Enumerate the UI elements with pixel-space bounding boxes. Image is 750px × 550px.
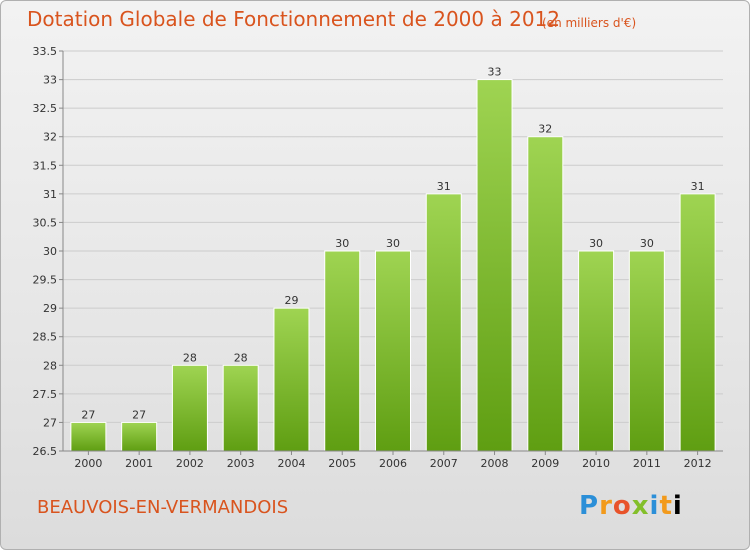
y-tick-label: 29 xyxy=(43,302,57,315)
x-tick-label: 2007 xyxy=(430,457,458,470)
y-tick-label: 32.5 xyxy=(33,102,58,115)
x-tick-label: 2006 xyxy=(379,457,407,470)
x-tick-label: 2011 xyxy=(633,457,661,470)
bar-2011 xyxy=(628,250,665,452)
logo-letter: i xyxy=(672,491,683,521)
bar-value-label: 31 xyxy=(691,180,705,193)
bar-value-label: 30 xyxy=(589,237,603,250)
bar-2008 xyxy=(476,79,513,452)
bar-value-label: 29 xyxy=(284,294,298,307)
bar-value-label: 31 xyxy=(437,180,451,193)
bar-2007 xyxy=(425,193,462,452)
x-tick-label: 2000 xyxy=(74,457,102,470)
x-tick-label: 2001 xyxy=(125,457,153,470)
x-tick-label: 2004 xyxy=(277,457,305,470)
y-tick-label: 32 xyxy=(43,131,57,144)
y-tick-label: 30 xyxy=(43,245,57,258)
bar-value-label: 28 xyxy=(234,351,248,364)
proxiti-logo: Proxiti xyxy=(579,491,683,521)
bar-2003 xyxy=(222,364,259,452)
bar-value-label: 27 xyxy=(81,408,95,421)
logo-letter: P xyxy=(579,491,600,521)
bar-2012 xyxy=(679,193,716,452)
x-tick-label: 2002 xyxy=(176,457,204,470)
y-tick-label: 29.5 xyxy=(33,274,58,287)
y-tick-label: 28.5 xyxy=(33,331,58,344)
x-tick-label: 2008 xyxy=(481,457,509,470)
logo-letter: o xyxy=(612,491,632,521)
y-tick-label: 26.5 xyxy=(33,445,58,458)
y-tick-label: 27.5 xyxy=(33,388,58,401)
y-tick-label: 27 xyxy=(43,416,57,429)
x-tick-label: 2003 xyxy=(227,457,255,470)
bar-2004 xyxy=(273,307,310,452)
bar-value-label: 33 xyxy=(488,66,502,79)
y-tick-label: 30.5 xyxy=(33,216,58,229)
y-tick-label: 31 xyxy=(43,188,57,201)
logo-letter: i xyxy=(649,491,660,521)
chart-title: Dotation Globale de Fonctionnement de 20… xyxy=(27,7,560,31)
x-tick-label: 2012 xyxy=(684,457,712,470)
chart-unit: (en milliers d'€) xyxy=(542,16,637,30)
y-tick-label: 33 xyxy=(43,74,57,87)
bar-2009 xyxy=(527,136,564,452)
bars: 27 27 28 28 29 30 30 31 33 32 30 30 31 xyxy=(70,66,716,452)
bar-2010 xyxy=(578,250,615,452)
bar-value-label: 30 xyxy=(640,237,654,250)
bar-value-label: 30 xyxy=(386,237,400,250)
axes: 26.5 27 27.5 28 28.5 29 29.5 30 30.5 31 31.5 32 32.5… xyxy=(33,45,723,470)
commune-name: BEAUVOIS-EN-VERMANDOIS xyxy=(37,497,289,518)
bar-value-label: 27 xyxy=(132,408,146,421)
x-tick-label: 2009 xyxy=(531,457,559,470)
logo-letter: x xyxy=(631,491,650,521)
bar-value-label: 28 xyxy=(183,351,197,364)
y-tick-label: 31.5 xyxy=(33,159,58,172)
bar-2002 xyxy=(171,364,208,452)
bar-2006 xyxy=(375,250,411,452)
x-tick-label: 2010 xyxy=(582,457,610,470)
y-tick-label: 28 xyxy=(43,359,57,372)
bar-2001 xyxy=(121,421,158,452)
logo-letter: t xyxy=(659,491,673,521)
y-tick-label: 33.5 xyxy=(33,45,58,58)
bar-2000 xyxy=(70,421,107,452)
bar-2005 xyxy=(324,250,361,452)
logo-letter: r xyxy=(599,491,613,521)
bar-value-label: 32 xyxy=(538,123,552,136)
x-tick-label: 2005 xyxy=(328,457,356,470)
bar-value-label: 30 xyxy=(335,237,349,250)
